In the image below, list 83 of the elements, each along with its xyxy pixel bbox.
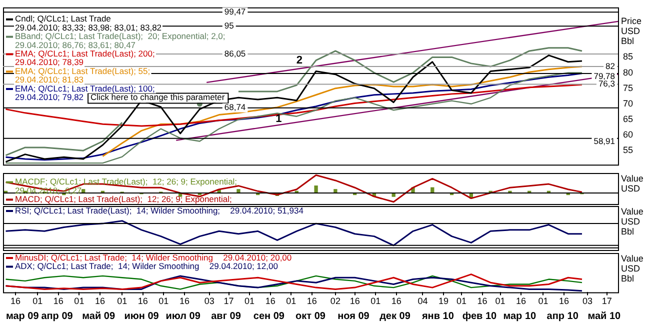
text: 29.04.2010; 20,00 bbox=[223, 252, 292, 262]
x-tick-label: 02 bbox=[330, 296, 340, 306]
x-tick-label: 01 bbox=[74, 296, 84, 306]
x-tick-label: 16 bbox=[306, 296, 317, 306]
annotation: 29.04.2010; 78,39 bbox=[15, 57, 84, 68]
legend-label: MinusDI; Q/CLc1; Last Trade; 14; Wilder Smoothing bbox=[15, 252, 214, 262]
annotation: 29.04.2010; 86,76; 83,61; 80,47 bbox=[15, 40, 136, 50]
annotation: 29.04.2010; 81,83 bbox=[15, 74, 84, 85]
x-tick-label: 01 bbox=[32, 296, 43, 306]
x-tick-label: 01 bbox=[538, 296, 548, 306]
y-axis-title: Value USD Bbl bbox=[621, 253, 644, 284]
y-axis-title: Value USD Bbl bbox=[621, 206, 644, 236]
x2-tick-label: авг 09 bbox=[211, 310, 242, 322]
x2-tick-label: апр 09 bbox=[41, 310, 74, 322]
x2-tick-label: мар 09 bbox=[6, 310, 40, 322]
x2-tick-label: май 09 bbox=[82, 310, 116, 322]
x-tick-label: 16 bbox=[138, 296, 148, 306]
legend-label: MACD; Q/CLc1; Last Trade(Last); 12; 26; 9; Exponential; bbox=[15, 194, 232, 204]
x2-tick-label: янв 10 bbox=[422, 310, 454, 322]
x-tick-label: 17 bbox=[224, 296, 234, 306]
y-axis-title: Price USD Bbl bbox=[621, 16, 642, 46]
annotation: 1 bbox=[276, 113, 282, 126]
x-tick-label: 01 bbox=[456, 296, 466, 306]
y-tick-label: 85 bbox=[623, 52, 634, 62]
x2-tick-label: июн 09 bbox=[124, 310, 160, 322]
y-tick-label: 65 bbox=[623, 114, 634, 124]
x-tick-label: 17 bbox=[602, 296, 612, 306]
legend-label: EMA; Q/CLc1; Last Trade(Last); 200; bbox=[15, 48, 155, 59]
ref-line-label: 82 bbox=[606, 60, 616, 71]
x-tick-label: 03 bbox=[204, 296, 214, 306]
x-tick-label: 01 bbox=[158, 296, 169, 306]
x2-tick-label: сен 09 bbox=[253, 310, 285, 322]
annotation: 2 bbox=[296, 54, 302, 67]
x2-tick-label: окт 09 bbox=[296, 310, 326, 322]
x-tick-label: 01 bbox=[244, 296, 255, 306]
y-tick-label: 70 bbox=[623, 98, 634, 108]
x-tick-label: 01 bbox=[286, 296, 296, 306]
ref-line-label: 76,3 bbox=[598, 78, 616, 89]
x2-tick-label: дек 09 bbox=[380, 310, 411, 322]
annotation: 29.04.2010; 79,82 bbox=[15, 92, 84, 102]
x-tick-label: 16 bbox=[350, 296, 360, 306]
y-axis-title: Value USD bbox=[621, 173, 644, 194]
x-tick-label: 03 bbox=[582, 296, 593, 306]
y-tick-label: 60 bbox=[623, 130, 634, 140]
x2-tick-label: июл 09 bbox=[166, 310, 201, 322]
legend-label: EMA; Q/CLc1; Last Trade(Last); 55; bbox=[15, 66, 150, 76]
y-tick-label: 75 bbox=[623, 82, 634, 93]
x-tick-label: 01 bbox=[495, 296, 506, 306]
x-tick-label: 16 bbox=[10, 296, 20, 306]
x-tick-label: 04 bbox=[418, 296, 428, 306]
x2-tick-label: май 10 bbox=[588, 310, 622, 322]
annotation: Click here to change this parameter bbox=[90, 92, 225, 102]
ref-line-label: 99,47 bbox=[224, 6, 246, 17]
legend-label: ADX; Q/CLc1; Last Trade; 14; Wilder Smoothing bbox=[15, 261, 200, 272]
x-tick-label: 16 bbox=[94, 296, 105, 306]
x-tick-label: 16 bbox=[477, 296, 488, 306]
x-tick-label: 16 bbox=[53, 296, 64, 306]
x-tick-label: 16 bbox=[391, 296, 402, 306]
annotation: 29.04.2010; 83,33; 83,98; 83,01; 83,82 bbox=[15, 22, 162, 32]
x-tick-label: 01 bbox=[370, 296, 381, 306]
x-tick-label: 16 bbox=[516, 296, 526, 306]
ref-line-label: 68,74 bbox=[224, 102, 246, 112]
legend-label: BBand; Q/CLc1; Last Trade(Last); 20; Exponential; 2,0; bbox=[15, 31, 226, 42]
legend-label: Cndl; Q/CLc1; Last Trade bbox=[15, 14, 112, 24]
y-tick-label: 80 bbox=[623, 67, 634, 78]
x2-tick-label: апр 10 bbox=[546, 310, 579, 322]
legend-label: EMA; Q/CLc1; Last Trade(Last); 100; bbox=[15, 83, 155, 94]
legend-label: RSI; Q/CLc1; Last Trade(Last); 14; Wilder Smoothing; bbox=[15, 205, 220, 216]
y-tick-label: 55 bbox=[623, 145, 634, 156]
x-tick-label: 19 bbox=[438, 296, 448, 306]
ref-line-label: 86,05 bbox=[224, 48, 246, 58]
x-tick-label: 16 bbox=[265, 296, 276, 306]
x2-tick-label: фев 10 bbox=[462, 310, 498, 322]
x2-tick-label: ноя 09 bbox=[338, 310, 370, 322]
ref-line-label: 95 bbox=[224, 20, 234, 30]
x-tick-label: 01 bbox=[117, 296, 128, 306]
ref-line-label: 79,78 bbox=[594, 70, 616, 81]
x-tick-label: 16 bbox=[179, 296, 190, 306]
x2-tick-label: мар 10 bbox=[503, 310, 537, 322]
x-tick-label: 16 bbox=[558, 296, 569, 306]
ref-line-label: 58,91 bbox=[594, 136, 616, 146]
text: 29.04.2010; 12,00 bbox=[209, 261, 278, 272]
text: 29.04.2010; 51,934 bbox=[230, 205, 304, 216]
